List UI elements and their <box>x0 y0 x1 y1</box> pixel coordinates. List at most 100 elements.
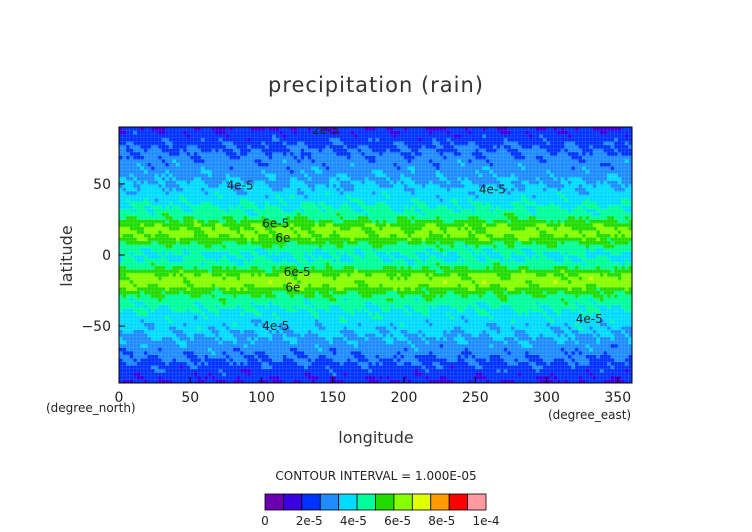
heat-cell <box>407 333 412 338</box>
heat-cell <box>250 329 255 334</box>
heat-cell <box>158 368 163 373</box>
heat-cell <box>368 269 373 274</box>
heat-cell <box>140 279 145 284</box>
heat-cell <box>546 358 551 363</box>
heat-cell <box>197 379 202 383</box>
heat-cell <box>361 336 366 341</box>
heat-cell <box>485 265 490 270</box>
heat-cell <box>225 319 230 323</box>
heat-cell <box>347 297 351 302</box>
heat-cell <box>379 311 384 316</box>
heat-cell <box>265 351 270 355</box>
heat-cell <box>176 351 180 355</box>
heat-cell <box>575 301 579 306</box>
heat-cell <box>229 287 234 291</box>
heat-cell <box>396 283 401 288</box>
heat-cell <box>461 287 465 291</box>
heat-cell <box>489 290 494 295</box>
heat-cell <box>208 358 213 363</box>
heat-cell <box>628 375 632 380</box>
heat-cell <box>193 262 198 267</box>
heat-cell <box>557 319 562 323</box>
heat-cell <box>528 269 533 274</box>
heat-cell <box>596 358 601 363</box>
heat-cell <box>610 283 615 288</box>
heat-cell <box>585 375 590 380</box>
heat-cell <box>208 304 213 309</box>
heat-cell <box>510 347 515 352</box>
heat-cell <box>236 351 241 355</box>
heat-cell <box>575 372 579 377</box>
heat-cell <box>176 319 180 323</box>
heat-cell <box>493 294 498 299</box>
heat-cell <box>343 283 348 288</box>
heat-cell <box>407 319 412 323</box>
heat-cell <box>165 354 170 359</box>
heat-cell <box>311 358 316 363</box>
heat-cell <box>386 333 391 338</box>
heat-cell <box>571 340 576 345</box>
heat-cell <box>617 269 622 274</box>
heat-cell <box>204 354 209 359</box>
heat-cell <box>240 336 245 341</box>
heat-cell <box>464 340 469 345</box>
heat-cell <box>603 322 608 327</box>
heat-cell <box>265 358 270 363</box>
heat-cell <box>496 290 501 295</box>
heat-cell <box>314 283 319 288</box>
heat-cell <box>439 311 444 316</box>
heat-cell <box>197 365 202 370</box>
heat-cell <box>482 304 487 309</box>
heat-cell <box>425 354 430 359</box>
heat-cell <box>386 354 391 359</box>
heat-cell <box>617 287 622 291</box>
heat-cell <box>628 347 632 352</box>
heat-cell <box>446 315 451 320</box>
heat-cell <box>407 365 412 370</box>
heat-cell <box>585 287 590 291</box>
heat-cell <box>147 297 152 302</box>
heat-cell <box>528 372 533 377</box>
heat-cell <box>165 290 170 295</box>
heat-cell <box>535 272 540 277</box>
heat-cell <box>233 368 237 373</box>
heat-cell <box>272 329 277 334</box>
heat-cell <box>193 294 198 299</box>
heat-cell <box>215 269 220 274</box>
heat-cell <box>208 347 213 352</box>
heat-cell <box>143 283 148 288</box>
heat-cell <box>122 354 127 359</box>
heat-cell <box>371 287 376 291</box>
heat-cell <box>525 269 530 274</box>
heat-cell <box>168 269 173 274</box>
heat-cell <box>200 329 205 334</box>
heat-cell <box>475 272 480 277</box>
heat-cell <box>407 351 412 355</box>
heat-cell <box>329 372 334 377</box>
heat-cell <box>236 372 241 377</box>
heat-cell <box>311 301 316 306</box>
heat-cell <box>286 361 291 366</box>
heat-cell <box>496 315 501 320</box>
heat-cell <box>382 368 387 373</box>
heat-cell <box>250 326 255 331</box>
heat-cell <box>614 262 619 267</box>
heat-cell <box>464 279 469 284</box>
heat-cell <box>158 379 163 383</box>
heat-cell <box>571 347 576 352</box>
heat-cell <box>236 354 241 359</box>
heat-cell <box>453 358 458 363</box>
heat-cell <box>240 343 245 348</box>
heat-cell <box>243 265 248 270</box>
heat-cell <box>386 361 391 366</box>
heat-cell <box>585 368 590 373</box>
heat-cell <box>304 322 309 327</box>
heat-cell <box>396 347 401 352</box>
heat-cell <box>592 368 597 373</box>
heat-cell <box>514 311 519 316</box>
heat-cell <box>361 333 366 338</box>
heat-cell <box>240 283 245 288</box>
heat-cell <box>375 279 380 284</box>
heat-cell <box>293 262 298 267</box>
heat-cell <box>525 315 530 320</box>
